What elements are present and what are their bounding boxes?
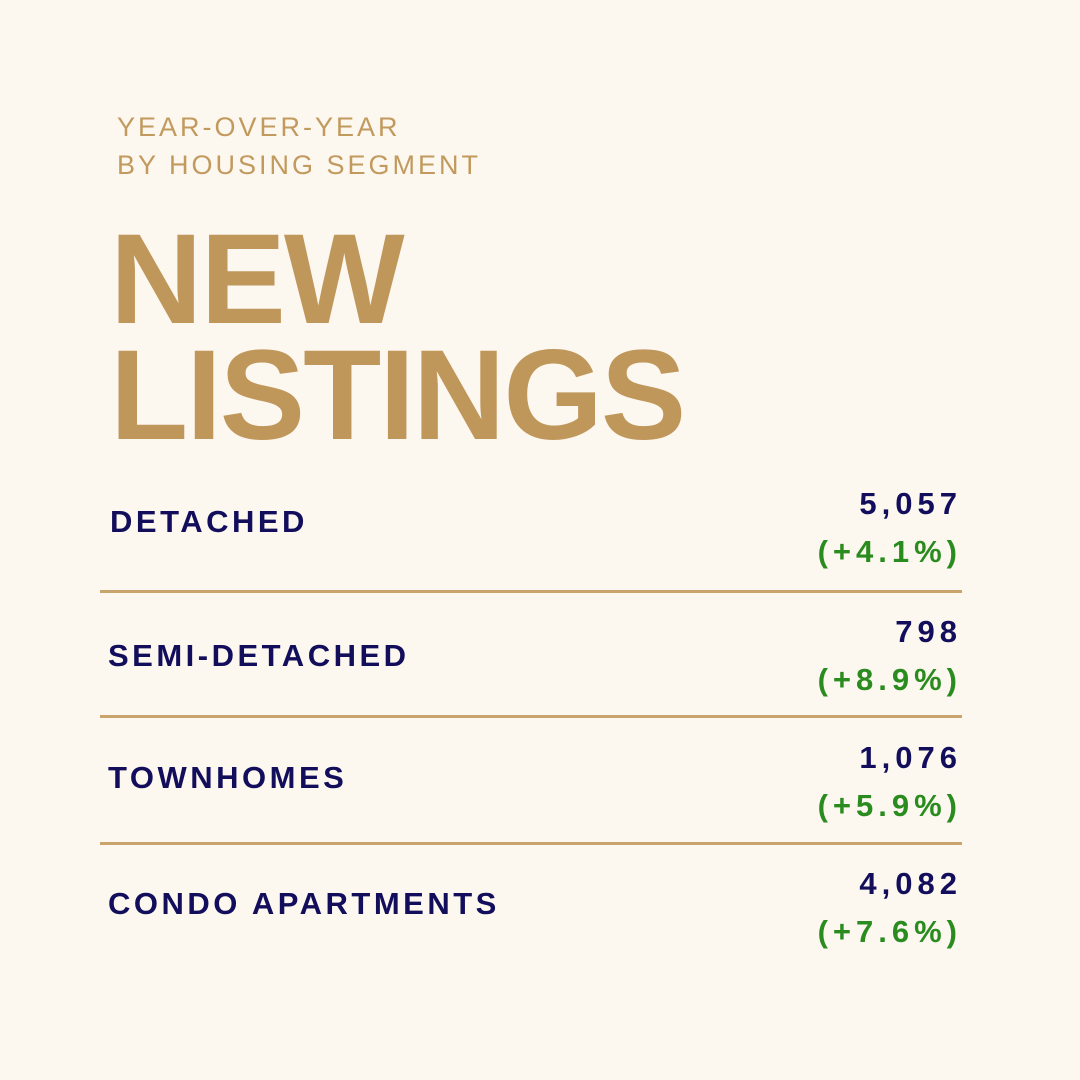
segment-row-semi-detached: SEMI-DETACHED 798 (+8.9%) bbox=[100, 614, 962, 704]
segment-change: (+5.9%) bbox=[817, 788, 962, 823]
eyebrow-line-2: BY HOUSING SEGMENT bbox=[117, 150, 482, 180]
divider bbox=[100, 715, 962, 718]
segment-change: (+8.9%) bbox=[817, 662, 962, 697]
segment-row-townhomes: TOWNHOMES 1,076 (+5.9%) bbox=[100, 740, 962, 830]
divider bbox=[100, 842, 962, 845]
title-line-2: LISTINGS bbox=[110, 324, 686, 467]
segment-value: 1,076 bbox=[859, 740, 962, 775]
segment-value: 4,082 bbox=[859, 866, 962, 901]
eyebrow-subtitle: YEAR-OVER-YEAR BY HOUSING SEGMENT bbox=[117, 108, 481, 184]
segment-label: CONDO APARTMENTS bbox=[108, 886, 500, 921]
title-line-1: NEW bbox=[110, 208, 405, 351]
eyebrow-line-1: YEAR-OVER-YEAR bbox=[117, 112, 401, 142]
segment-change: (+7.6%) bbox=[817, 914, 962, 949]
segment-value: 5,057 bbox=[859, 486, 962, 521]
divider bbox=[100, 590, 962, 593]
segment-label: TOWNHOMES bbox=[108, 760, 348, 795]
segment-label: SEMI-DETACHED bbox=[108, 638, 410, 673]
page-title: NEW LISTINGS bbox=[110, 208, 686, 467]
segment-row-condo-apartments: CONDO APARTMENTS 4,082 (+7.6%) bbox=[100, 866, 962, 956]
segment-change: (+4.1%) bbox=[817, 534, 962, 569]
segment-value: 798 bbox=[895, 614, 962, 649]
segment-row-detached: DETACHED 5,057 (+4.1%) bbox=[100, 486, 962, 576]
segment-label: DETACHED bbox=[110, 504, 308, 539]
